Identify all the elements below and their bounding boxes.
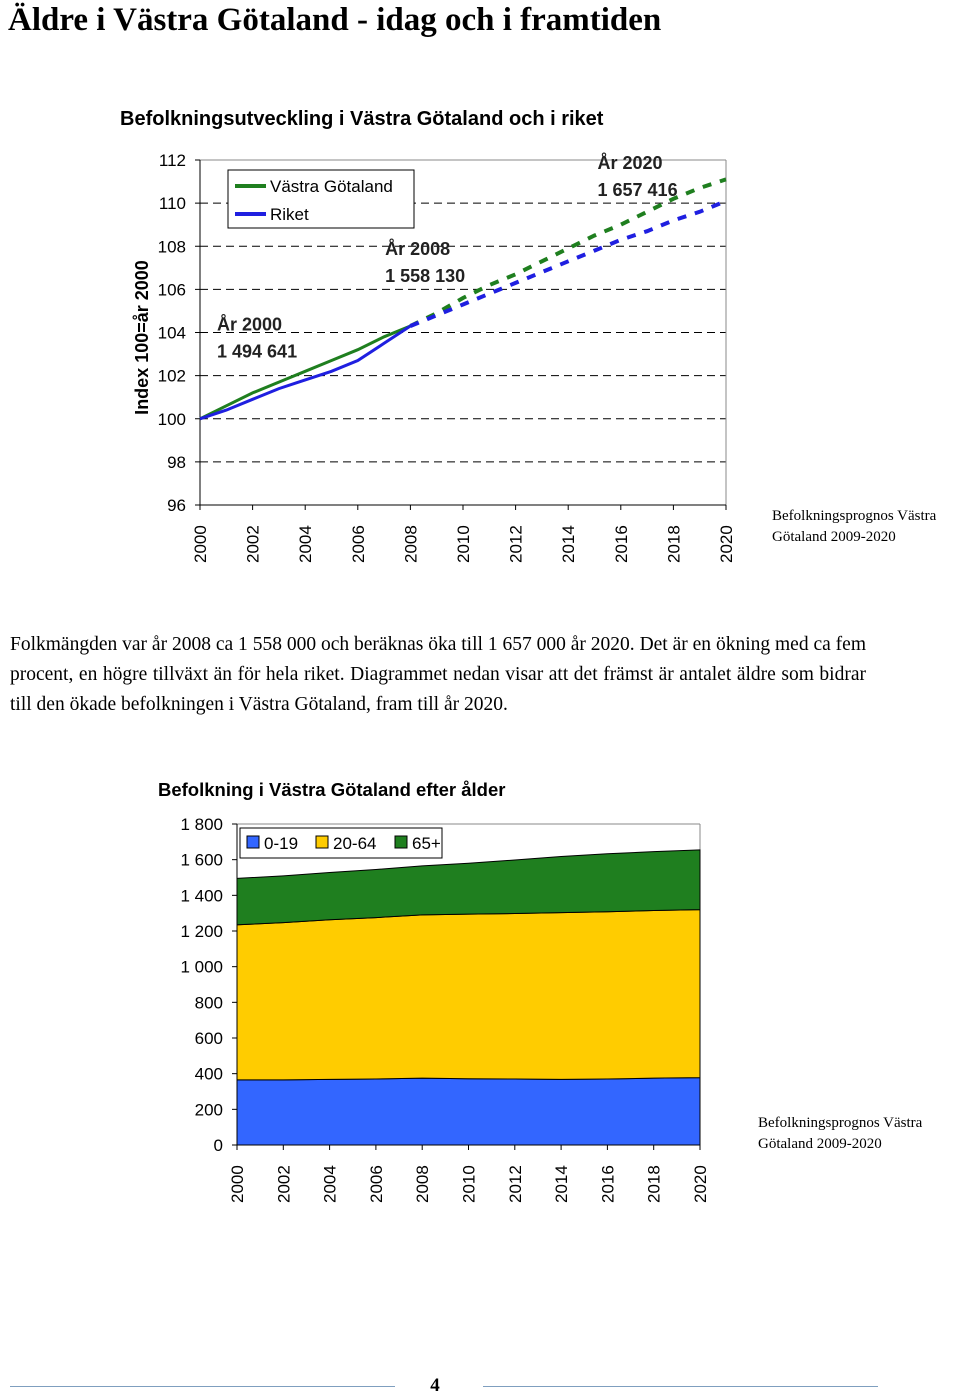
chart1-x-tick-label: 2004	[296, 525, 315, 563]
chart2-x-tick-label: 2012	[506, 1165, 525, 1203]
chart1-y-tick-label: 110	[159, 194, 186, 213]
chart2-legend: 0-19 20-64 65+	[239, 827, 443, 859]
chart1-annotation-year: År 2008	[385, 239, 450, 259]
chart1-y-tick-label: 112	[159, 151, 186, 170]
chart1-x-tick-label: 2016	[612, 525, 631, 563]
chart1-x-tick-label: 2008	[401, 525, 420, 563]
chart2-legend-swatch	[246, 835, 260, 849]
chart1-y-axis-label: Index 100=år 2000	[132, 260, 152, 415]
chart2-x-tick-label: 2018	[645, 1165, 664, 1203]
chart1-y-tick-label: 106	[158, 280, 186, 299]
chart1-x-tick-label: 2000	[191, 525, 210, 563]
chart2-x-tick-label: 2004	[321, 1165, 340, 1203]
chart2-y-tick-label: 1 200	[180, 922, 223, 941]
chart2-y-tick-label: 800	[195, 993, 223, 1012]
chart1-annotation-value: 1 657 416	[598, 180, 678, 200]
chart2-area-0-19	[236, 1077, 701, 1146]
chart2-legend-label: 20-64	[333, 834, 376, 853]
chart1-x-tick-label: 2018	[664, 525, 683, 563]
chart1-annotation-value: 1 558 130	[385, 266, 465, 286]
chart2-legend-swatch	[394, 835, 408, 849]
page-heading: Äldre i Västra Götaland - idag och i fra…	[8, 2, 662, 38]
chart2-x-tick-label: 2014	[552, 1165, 571, 1203]
chart2-y-tick-label: 1 600	[180, 851, 223, 870]
chart2-source-caption: Befolkningsprognos Västra Götaland 2009-…	[758, 1115, 923, 1152]
chart1-y-tick-label: 108	[158, 237, 186, 256]
chart1-annotation-year: År 2020	[598, 153, 663, 173]
chart2-x-tick-label: 2010	[460, 1165, 479, 1203]
chart1-x-tick-label: 2010	[454, 525, 473, 563]
chart2-legend-box	[239, 827, 443, 859]
chart2-title: Befolkning i Västra Götaland efter ålder	[158, 779, 505, 800]
chart2-y-tick-label: 400	[195, 1065, 223, 1084]
chart2-x-tick-label: 2020	[691, 1165, 710, 1203]
chart1-x-tick-label: 2020	[717, 525, 736, 563]
chart1-gridlines	[200, 202, 726, 463]
chart2-legend-label: 0-19	[264, 834, 298, 853]
chart1-x-tick-label: 2014	[559, 525, 578, 563]
chart1-legend-label: Västra Götaland	[270, 177, 393, 196]
chart2-y-tick-label: 1 000	[180, 958, 223, 977]
chart2-legend-swatch	[315, 835, 329, 849]
chart1-x-tick-label: 2002	[244, 525, 263, 563]
footer-rule-right	[483, 1386, 878, 1387]
chart2-x-tick-label: 2006	[367, 1165, 386, 1203]
population-by-age-chart: Befolkning i Västra Götaland efter ålder…	[158, 779, 710, 1203]
chart1-series-line-0	[199, 324, 411, 421]
page-number: 4	[430, 1375, 440, 1396]
chart1-y-tick-label: 104	[158, 324, 186, 343]
chart1-x-tick-label: 2012	[507, 525, 526, 563]
chart2-y-tick-label: 0	[214, 1136, 223, 1155]
chart1-y-tick-label: 98	[167, 453, 186, 472]
chart2-x-tick-label: 2002	[274, 1165, 293, 1203]
footer-rule-left	[10, 1386, 395, 1387]
chart1-source-caption: Befolkningsprognos Västra Götaland 2009-…	[772, 508, 937, 545]
chart2-x-tick-label: 2000	[228, 1165, 247, 1203]
chart2-area-20-64	[236, 909, 701, 1081]
chart1-legend: Västra Götaland Riket	[227, 169, 415, 229]
chart1-y-tick-label: 96	[167, 496, 186, 515]
chart1-y-tick-label: 102	[158, 367, 186, 386]
body-paragraph: Folkmängden var år 2008 ca 1 558 000 och…	[10, 634, 866, 715]
chart1-series-line-1	[199, 324, 412, 421]
chart2-y-tick-label: 200	[195, 1100, 223, 1119]
chart2-y-tick-label: 1 800	[180, 815, 223, 834]
chart1-y-tick-label: 100	[158, 410, 186, 429]
chart2-x-tick-label: 2008	[413, 1165, 432, 1203]
chart2-x-tick-label: 2016	[598, 1165, 617, 1203]
chart1-series-forecast-1	[409, 199, 727, 328]
chart1-title: Befolkningsutveckling i Västra Götaland …	[120, 108, 604, 130]
chart1-x-tick-label: 2006	[349, 525, 368, 563]
chart1-annotation-value: 1 494 641	[217, 342, 297, 362]
chart1-annotation-year: År 2000	[217, 315, 282, 335]
chart2-legend-label: 65+	[412, 834, 441, 853]
chart1-legend-box	[227, 169, 415, 229]
chart1-legend-label: Riket	[270, 205, 309, 224]
population-index-chart: Befolkningsutveckling i Västra Götaland …	[120, 108, 736, 563]
chart2-y-tick-label: 600	[195, 1029, 223, 1048]
chart2-area-65plus	[236, 849, 701, 926]
chart1-series-forecast-0	[409, 177, 727, 328]
chart2-y-tick-label: 1 400	[180, 886, 223, 905]
